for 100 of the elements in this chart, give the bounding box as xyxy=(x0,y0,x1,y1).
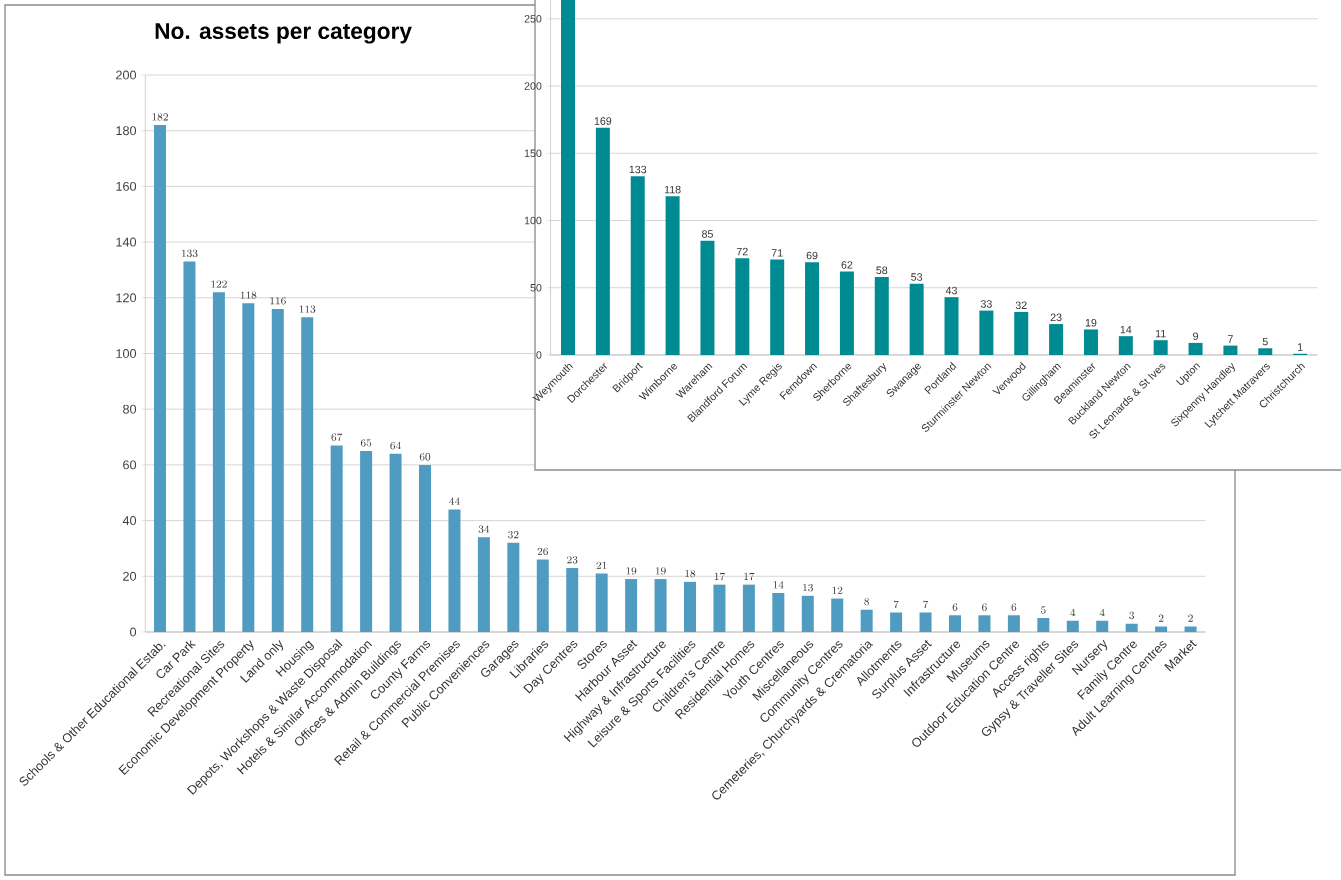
data-label: 32 xyxy=(1015,301,1027,310)
data-label: 34 xyxy=(478,525,490,533)
chart-title: No. assets per category xyxy=(155,23,412,44)
y-tick-label: 200 xyxy=(524,82,542,90)
bar xyxy=(242,303,255,632)
y-tick-label: 150 xyxy=(524,149,542,158)
data-label: 11 xyxy=(1155,329,1166,338)
bar xyxy=(700,240,715,355)
bar xyxy=(360,450,373,632)
data-label: 6 xyxy=(952,603,958,611)
data-label: 72 xyxy=(736,247,748,256)
bar xyxy=(630,176,645,355)
bar xyxy=(1258,348,1273,355)
y-tick-label: 140 xyxy=(116,237,137,247)
bar xyxy=(1125,623,1138,632)
data-label: 32 xyxy=(508,531,519,539)
bar xyxy=(1223,345,1238,355)
bar xyxy=(735,258,750,355)
bar xyxy=(561,0,576,355)
bar xyxy=(566,567,579,632)
bar xyxy=(801,595,814,632)
y-tick-label: 100 xyxy=(524,216,542,225)
bar xyxy=(909,283,924,355)
bar xyxy=(212,292,225,632)
bar xyxy=(1049,324,1064,355)
data-label: 53 xyxy=(911,273,923,281)
data-label: 116 xyxy=(270,297,286,305)
data-label: 23 xyxy=(1050,313,1062,322)
y-tick-label: 180 xyxy=(116,126,137,136)
y-tick-label: 0 xyxy=(130,627,137,637)
data-label: 182 xyxy=(152,113,168,121)
bar xyxy=(507,542,520,632)
bar xyxy=(772,593,785,632)
data-label: 169 xyxy=(594,117,612,125)
bar xyxy=(183,261,196,632)
bar xyxy=(654,579,667,632)
bar xyxy=(419,464,432,632)
data-label: 23 xyxy=(567,556,578,564)
bar xyxy=(949,615,962,632)
bar xyxy=(595,573,608,632)
y-tick-label: 200 xyxy=(116,70,137,80)
data-label: 14 xyxy=(1120,325,1132,334)
data-label: 5 xyxy=(1041,606,1046,614)
bar xyxy=(389,453,402,632)
data-label: 33 xyxy=(980,300,992,308)
data-label: 14 xyxy=(773,581,784,589)
bar xyxy=(839,271,854,355)
bar xyxy=(979,310,994,355)
data-label: 19 xyxy=(1085,318,1097,327)
bar xyxy=(665,196,680,355)
bar xyxy=(595,127,610,355)
data-label: 4 xyxy=(1070,608,1076,617)
data-label: 17 xyxy=(744,572,755,581)
bar xyxy=(860,609,873,632)
data-label: 17 xyxy=(714,572,725,581)
data-label: 9 xyxy=(1193,332,1198,340)
data-label: 118 xyxy=(664,185,681,194)
data-label: 13 xyxy=(803,583,813,592)
data-label: 60 xyxy=(419,453,431,461)
bar xyxy=(448,509,461,632)
data-label: 113 xyxy=(299,305,316,313)
bar xyxy=(944,297,959,355)
bar xyxy=(770,259,785,355)
bar xyxy=(301,317,314,632)
data-label: 118 xyxy=(240,291,257,299)
data-label: 69 xyxy=(806,251,818,260)
bar xyxy=(1014,311,1029,355)
bar xyxy=(271,308,284,632)
bar xyxy=(1118,336,1133,355)
data-label: 133 xyxy=(629,165,647,174)
bar xyxy=(1083,329,1098,355)
y-tick-label: 60 xyxy=(123,460,137,470)
data-label: 58 xyxy=(876,266,888,275)
bar xyxy=(536,559,549,632)
bar xyxy=(805,262,820,355)
bar xyxy=(1096,620,1109,632)
bar xyxy=(742,584,755,632)
data-label: 3 xyxy=(1129,611,1135,620)
bar xyxy=(919,612,932,632)
data-label: 65 xyxy=(360,439,372,447)
data-label: 44 xyxy=(449,497,460,505)
data-label: 26 xyxy=(537,547,548,556)
bar xyxy=(713,584,726,632)
y-tick-label: 100 xyxy=(116,349,137,358)
data-label: 19 xyxy=(626,567,637,575)
data-label: 4 xyxy=(1099,608,1105,617)
bar xyxy=(684,581,697,632)
data-label: 8 xyxy=(864,597,870,606)
bar xyxy=(1037,618,1050,632)
data-label: 7 xyxy=(923,600,929,609)
data-label: 6 xyxy=(982,603,987,611)
data-label: 122 xyxy=(211,280,227,288)
data-label: 2 xyxy=(1158,614,1164,622)
bar xyxy=(1188,342,1203,355)
bar xyxy=(1155,626,1168,632)
bar xyxy=(477,537,490,632)
data-label: 6 xyxy=(1011,603,1017,611)
y-tick-label: 80 xyxy=(123,404,137,414)
y-tick-label: 250 xyxy=(524,15,542,23)
data-label: 67 xyxy=(331,433,343,441)
